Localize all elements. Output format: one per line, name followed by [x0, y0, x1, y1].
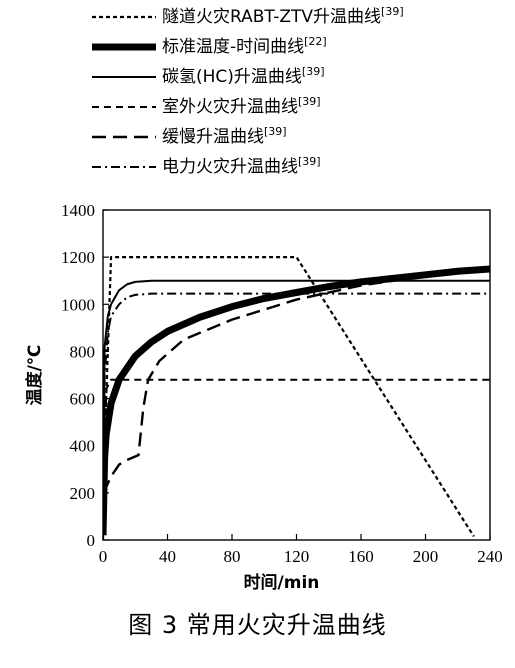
series-name: 碳氢(HC)升温曲线 [162, 67, 302, 87]
legend-item: 隧道火灾RABT-ZTV升温曲线[39] [90, 5, 510, 29]
series-line [103, 256, 475, 540]
legend-label: 电力火灾升温曲线[39] [162, 155, 321, 179]
plot-frame [102, 209, 491, 541]
series-name: 电力火灾升温曲线 [162, 157, 298, 177]
y-tick-label: 1400 [61, 201, 95, 220]
line-chart: 0 40 80 120 160 200 240 0 200 400 600 800 1000 1200 14… [24, 201, 503, 593]
x-tick-label: 120 [284, 547, 310, 566]
y-axis-title: 温度/℃ [24, 345, 45, 406]
x-tick-label: 80 [224, 547, 241, 566]
figure-caption: 图 3 常用火灾升温曲线 [128, 611, 387, 639]
legend-line-swatch [92, 43, 156, 51]
legend-label: 隧道火灾RABT-ZTV升温曲线[39] [162, 5, 404, 29]
legend-item: 电力火灾升温曲线[39] [90, 155, 510, 179]
series-name: 标准温度-时间曲线 [162, 37, 305, 57]
legend-label: 标准温度-时间曲线[22] [162, 35, 327, 59]
legend-line-swatch [92, 106, 156, 108]
series-name: 缓慢升温曲线 [162, 127, 264, 147]
legend-label: 缓慢升温曲线[39] [162, 125, 287, 149]
y-tick-label: 600 [70, 390, 96, 409]
x-tick-label: 40 [159, 547, 176, 566]
legend-item: 标准温度-时间曲线[22] [90, 35, 510, 59]
legend-label: 碳氢(HC)升温曲线[39] [162, 65, 325, 89]
series-line [103, 267, 490, 536]
x-tick-label: 160 [348, 547, 374, 566]
series-reference: [39] [264, 125, 287, 138]
legend-item: 室外火灾升温曲线[39] [90, 95, 510, 119]
series-line [103, 378, 490, 536]
series-reference: [39] [298, 155, 321, 168]
y-tick-label: 0 [87, 531, 96, 550]
x-tick-label: 240 [477, 547, 503, 566]
series-line [103, 279, 490, 536]
series-line [103, 292, 490, 536]
x-tick-label: 0 [99, 547, 108, 566]
legend-line-swatch [92, 15, 156, 19]
y-tick-label: 1200 [61, 248, 95, 267]
series-name: 室外火灾升温曲线 [162, 97, 298, 117]
legend-line-swatch [92, 76, 156, 78]
legend-label: 室外火灾升温曲线[39] [162, 95, 321, 119]
y-tick-label: 1000 [61, 295, 95, 314]
series-line [103, 265, 490, 536]
legend-item: 缓慢升温曲线[39] [90, 125, 510, 149]
y-tick-label: 200 [70, 484, 96, 503]
series-name: 隧道火灾RABT-ZTV升温曲线 [162, 7, 382, 27]
legend-item: 碳氢(HC)升温曲线[39] [90, 65, 510, 89]
legend-line-swatch [92, 166, 156, 168]
series-reference: [39] [298, 95, 321, 108]
series-reference: [39] [381, 5, 404, 18]
x-axis-title: 时间/min [244, 572, 320, 593]
y-tick-label: 800 [70, 342, 96, 361]
y-tick-label: 400 [70, 437, 96, 456]
x-tick-label: 200 [413, 547, 439, 566]
series-group [103, 256, 490, 540]
series-reference: [39] [301, 65, 325, 78]
legend-line-swatch [92, 135, 156, 139]
legend: 隧道火灾RABT-ZTV升温曲线[39] 标准温度-时间曲线[22] 碳氢(HC)升… [0, 0, 515, 200]
series-reference: [22] [304, 35, 327, 48]
